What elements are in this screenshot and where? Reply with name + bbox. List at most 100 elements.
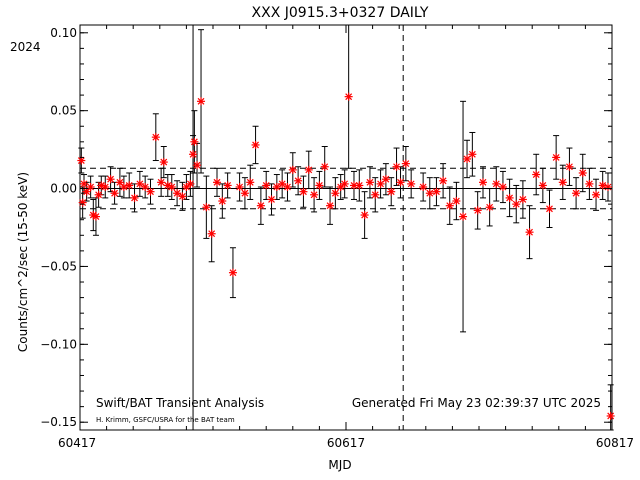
data-point bbox=[246, 178, 255, 187]
data-point bbox=[538, 181, 547, 190]
marker-stroke bbox=[321, 163, 329, 171]
marker-stroke bbox=[546, 205, 553, 213]
y-axis-ticks: 0.10 0.05 0.00 −0.05 −0.10 −0.15 bbox=[40, 26, 612, 429]
marker-stroke bbox=[326, 202, 334, 210]
data-point bbox=[326, 201, 335, 210]
x-axis-label: MJD bbox=[328, 458, 351, 472]
data-point bbox=[167, 183, 176, 191]
data-point bbox=[91, 212, 100, 221]
marker-stroke bbox=[147, 188, 154, 196]
data-point bbox=[251, 140, 260, 149]
marker-stroke bbox=[218, 197, 226, 205]
data-point bbox=[110, 189, 119, 198]
data-point bbox=[207, 229, 216, 238]
data-point bbox=[283, 183, 292, 191]
data-point bbox=[432, 187, 441, 196]
marker-stroke bbox=[182, 183, 190, 191]
marker-stroke bbox=[512, 200, 520, 208]
marker-stroke bbox=[579, 169, 587, 177]
marker-stroke bbox=[252, 141, 259, 149]
data-point bbox=[189, 150, 198, 159]
data-point bbox=[130, 193, 139, 202]
marker-stroke bbox=[426, 189, 434, 197]
marker-stroke bbox=[361, 211, 369, 219]
marker-stroke bbox=[208, 230, 216, 238]
marker-stroke bbox=[101, 183, 109, 191]
data-point bbox=[598, 181, 607, 190]
marker-stroke bbox=[97, 182, 105, 189]
marker-stroke bbox=[599, 182, 607, 189]
data-point bbox=[299, 187, 308, 196]
data-point bbox=[202, 203, 211, 212]
data-point bbox=[532, 170, 541, 179]
marker-stroke bbox=[559, 178, 567, 186]
data-point bbox=[106, 175, 115, 184]
data-point bbox=[585, 179, 594, 188]
marker-stroke bbox=[246, 178, 254, 186]
data-point bbox=[223, 181, 232, 190]
data-point bbox=[193, 161, 202, 170]
data-point bbox=[119, 183, 128, 191]
marker-stroke bbox=[479, 178, 487, 186]
marker-stroke bbox=[278, 180, 286, 188]
marker-stroke bbox=[492, 180, 500, 188]
plot-area: 0.100.050.00−0.05−0.10−0.15 60417 60617 60… bbox=[40, 24, 634, 450]
data-point bbox=[425, 189, 434, 198]
data-point bbox=[310, 190, 319, 199]
marker-stroke bbox=[152, 133, 160, 141]
marker-stroke bbox=[572, 189, 580, 197]
data-point bbox=[77, 156, 86, 165]
marker-stroke bbox=[92, 213, 100, 221]
year-label: 2024 bbox=[10, 40, 41, 54]
data-point bbox=[512, 200, 521, 209]
marker-stroke bbox=[506, 194, 514, 202]
data-point bbox=[419, 183, 428, 191]
marker-stroke bbox=[433, 188, 440, 196]
data-point bbox=[473, 206, 482, 215]
data-point bbox=[294, 176, 303, 185]
data-point bbox=[288, 165, 297, 174]
data-point bbox=[186, 179, 195, 188]
marker-stroke bbox=[268, 196, 275, 203]
data-point bbox=[552, 153, 561, 162]
data-point bbox=[331, 189, 340, 198]
marker-stroke bbox=[446, 202, 454, 210]
marker-stroke bbox=[77, 157, 85, 164]
marker-stroke bbox=[116, 178, 124, 186]
marker-stroke bbox=[157, 178, 165, 186]
marker-stroke bbox=[202, 203, 210, 211]
footer-right: Generated Fri May 23 02:39:37 UTC 2025 bbox=[352, 396, 601, 410]
data-point bbox=[360, 211, 369, 220]
marker-stroke bbox=[439, 177, 447, 185]
data-point bbox=[146, 187, 155, 196]
data-point bbox=[256, 201, 265, 210]
x-tick-label: 60617 bbox=[327, 436, 365, 450]
marker-stroke bbox=[111, 189, 119, 197]
data-point bbox=[392, 162, 401, 171]
marker-stroke bbox=[125, 182, 133, 189]
data-point bbox=[485, 203, 494, 212]
data-point bbox=[572, 189, 581, 198]
marker-stroke bbox=[345, 93, 353, 101]
y-tick-label: −0.10 bbox=[40, 337, 77, 351]
data-point bbox=[190, 137, 199, 146]
y-tick-label: 0.10 bbox=[50, 26, 77, 40]
data-point bbox=[178, 192, 187, 201]
marker-stroke bbox=[607, 412, 615, 420]
data-point bbox=[505, 193, 514, 202]
marker-stroke bbox=[236, 183, 244, 191]
data-point bbox=[320, 162, 329, 171]
data-point bbox=[565, 162, 574, 171]
data-point bbox=[349, 181, 358, 190]
marker-stroke bbox=[294, 177, 302, 185]
marker-stroke bbox=[566, 163, 573, 171]
marker-stroke bbox=[585, 180, 593, 188]
marker-stroke bbox=[474, 206, 482, 214]
marker-stroke bbox=[499, 183, 507, 191]
data-markers bbox=[77, 92, 615, 420]
data-point bbox=[304, 165, 313, 174]
data-point bbox=[525, 228, 534, 237]
marker-stroke bbox=[186, 180, 194, 188]
marker-stroke bbox=[419, 183, 427, 191]
data-point bbox=[401, 159, 410, 168]
